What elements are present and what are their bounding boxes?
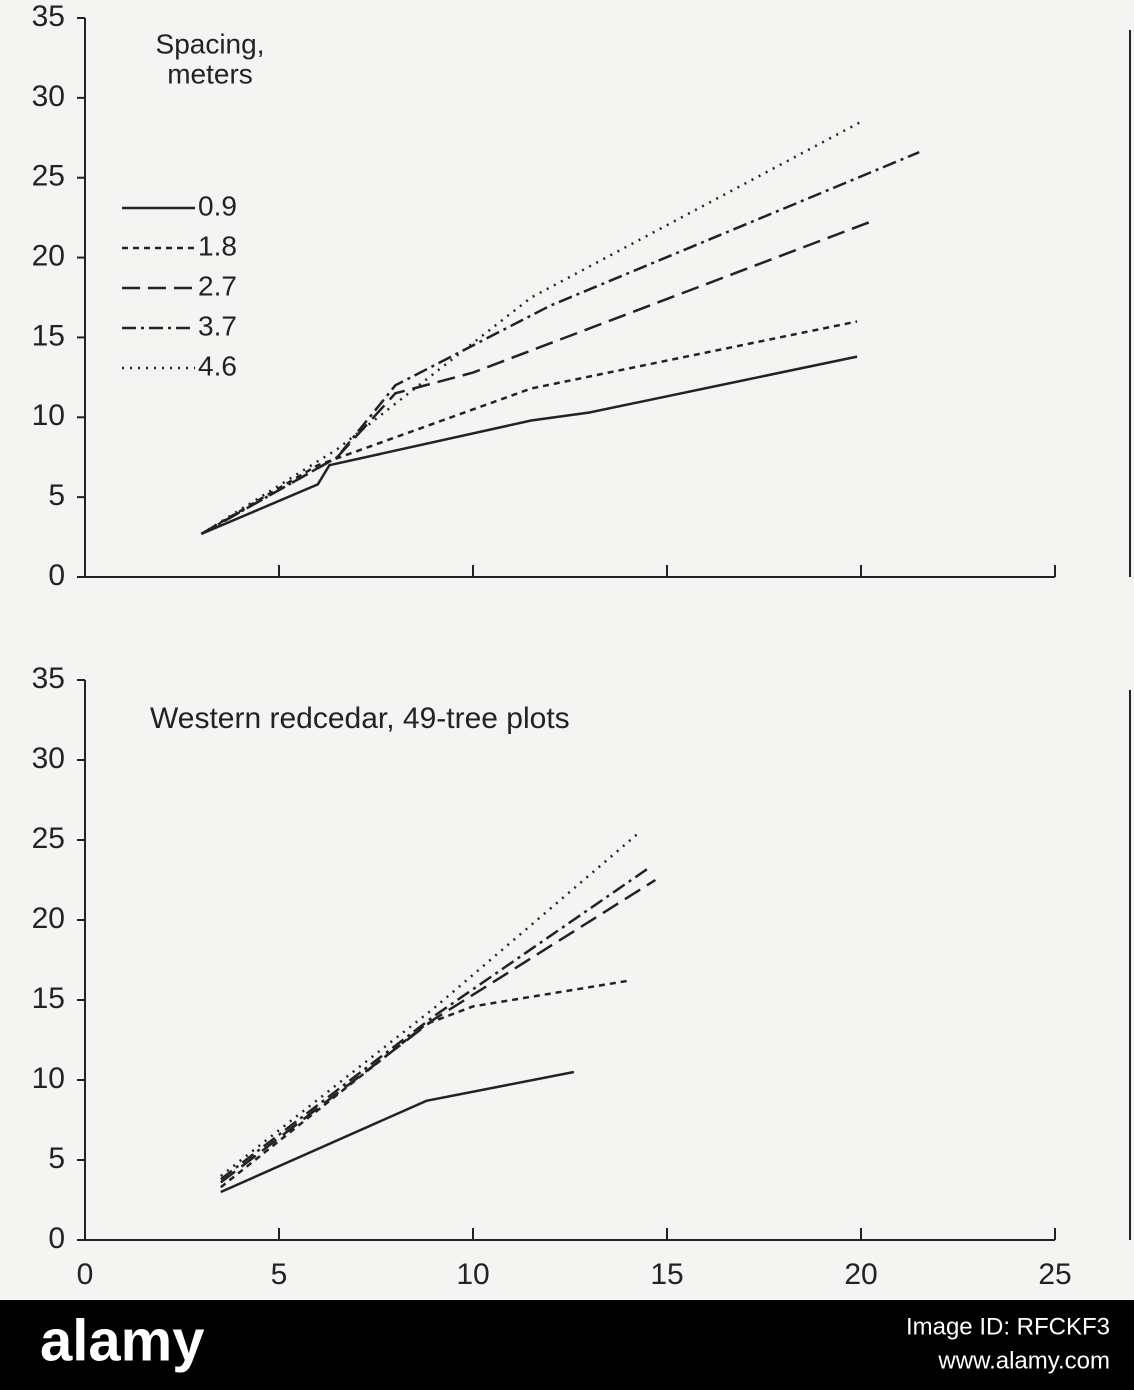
y-tick-label: 20: [32, 902, 65, 935]
y-tick-label: 25: [32, 160, 65, 193]
legend-label: 0.9: [198, 190, 237, 221]
y-tick-label: 35: [32, 0, 65, 33]
series-line: [220, 867, 649, 1181]
x-tick-label: 15: [650, 1258, 683, 1291]
series-line: [200, 355, 858, 536]
series-line: [200, 151, 920, 535]
y-tick-label: 5: [48, 479, 65, 512]
series-line: [200, 320, 858, 535]
watermark-brand: alamy: [40, 1308, 204, 1373]
legend-title: Spacing,: [156, 28, 265, 59]
y-tick-label: 15: [32, 319, 65, 352]
series-line: [220, 979, 629, 1189]
y-tick-label: 30: [32, 742, 65, 775]
x-tick-label: 0: [77, 1258, 94, 1291]
watermark-band: [0, 1300, 1134, 1390]
legend-label: 2.7: [198, 270, 237, 301]
watermark-id: Image ID: RFCKF3: [906, 1313, 1110, 1340]
x-tick-label: 20: [844, 1258, 877, 1291]
y-tick-label: 0: [48, 559, 65, 592]
legend-label: 4.6: [198, 350, 237, 381]
y-tick-label: 25: [32, 822, 65, 855]
series-line: [220, 878, 657, 1184]
chart-title: Western redcedar, 49-tree plots: [150, 702, 570, 735]
y-tick-label: 30: [32, 80, 65, 113]
y-tick-label: 35: [32, 662, 65, 695]
series-line: [200, 120, 862, 535]
x-tick-label: 25: [1038, 1258, 1071, 1291]
series-line: [200, 221, 870, 535]
y-tick-label: 5: [48, 1142, 65, 1175]
y-tick-label: 20: [32, 239, 65, 272]
y-tick-label: 15: [32, 982, 65, 1015]
legend-label: 1.8: [198, 230, 237, 261]
legend-title: meters: [167, 58, 253, 89]
y-tick-label: 10: [32, 1062, 65, 1095]
legend-label: 3.7: [198, 310, 237, 341]
series-line: [220, 1070, 575, 1194]
x-tick-label: 10: [456, 1258, 489, 1291]
x-tick-label: 5: [271, 1258, 288, 1291]
y-tick-label: 0: [48, 1222, 65, 1255]
y-tick-label: 10: [32, 399, 65, 432]
paper: [0, 0, 1134, 1300]
watermark-url: www.alamy.com: [937, 1347, 1110, 1374]
